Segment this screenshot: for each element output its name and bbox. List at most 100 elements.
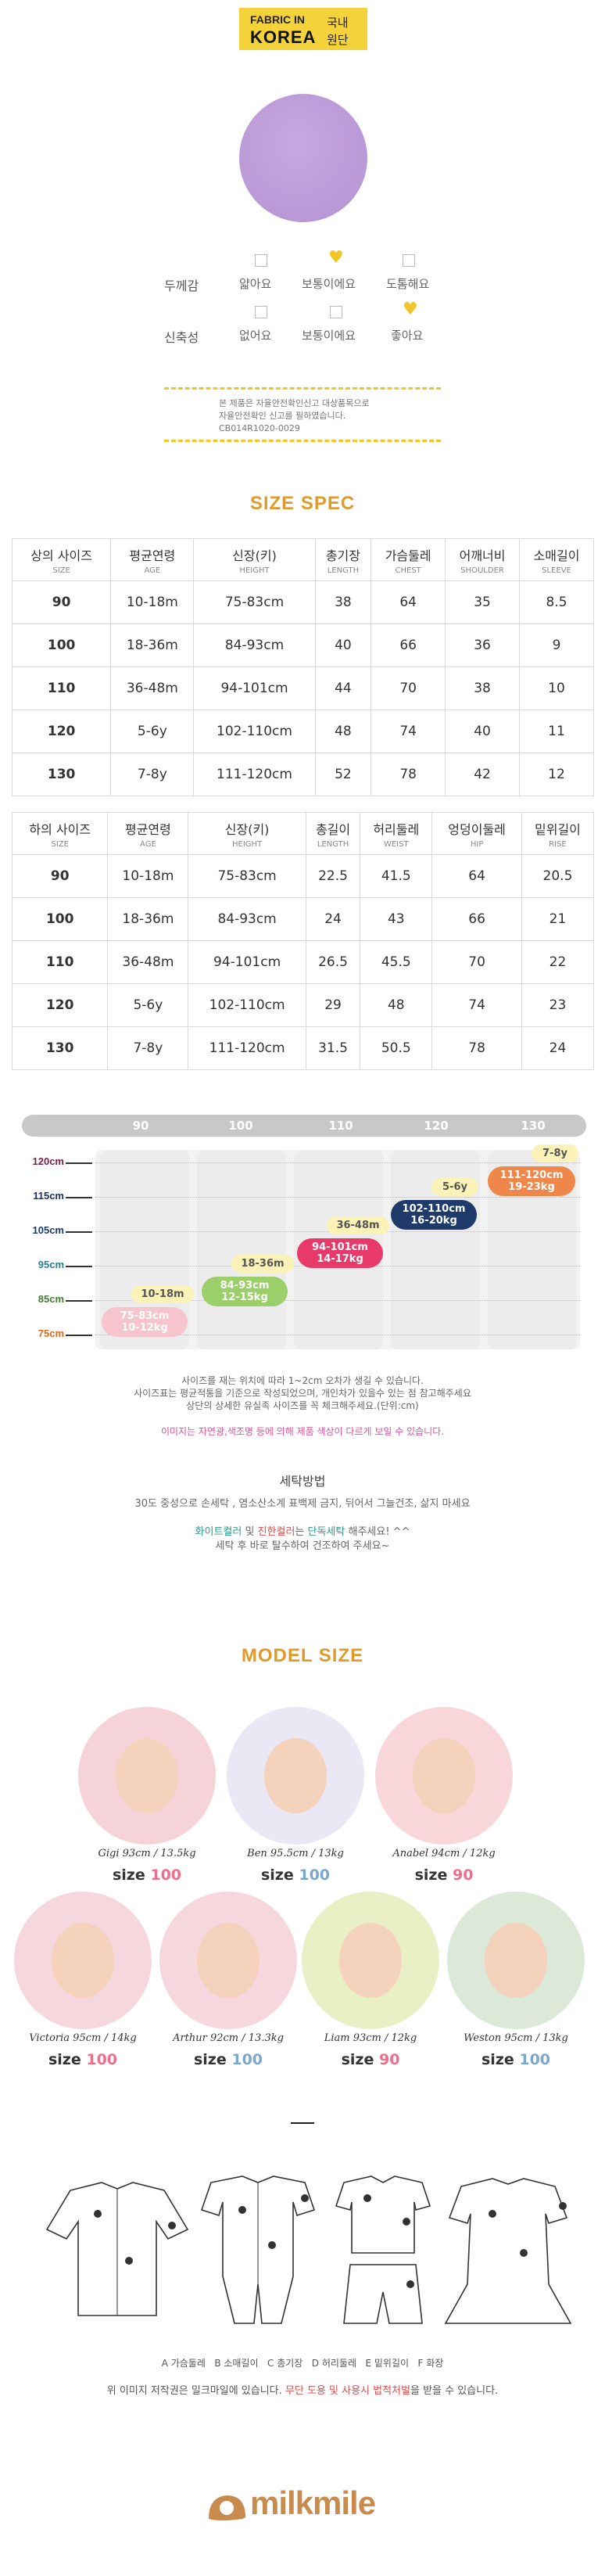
height-label-115: 115cm (33, 1190, 64, 1202)
header-cell: 신장(키) HEIGHT (193, 538, 316, 581)
pill-text: 16-20kg (410, 1215, 457, 1227)
model-name: Ben 95.5cm / 13kg (247, 1848, 344, 1859)
size-label-100: 100 (228, 1119, 253, 1133)
face-shape (52, 1923, 114, 1998)
pill-text: 5-6y (442, 1181, 467, 1193)
option-good: 좋아요 (391, 329, 424, 343)
model-photo (14, 1892, 152, 2029)
header-cell: 평균연령 AGE (107, 812, 189, 855)
size-label-130: 130 (521, 1119, 546, 1133)
size-word: size (48, 2051, 87, 2068)
table-row: 130 7-8y 111-120cm 31.5 50.5 78 24 (11, 1026, 595, 1070)
legend-item: A 가슴둘레 (161, 2358, 206, 2369)
legal-warning: 무단 도용 및 사용시 법적처벌 (285, 2385, 410, 2397)
heart-check-icon: ♥ (403, 300, 418, 319)
table-row: 100 18-36m 84-93cm 24 43 66 21 (11, 897, 595, 941)
note-line-1: 사이즈를 재는 위치에 따라 1~2cm 오차가 생길 수 있습니다. (181, 1375, 424, 1386)
header-cell: 밑위길이 RISE (521, 812, 595, 855)
model-size: size 90 (302, 2051, 439, 2068)
fabric-in-korea-badge: FABRIC IN KOREA 국내 원단 (239, 8, 367, 50)
model-name: Gigi 93cm / 13.5kg (98, 1848, 196, 1859)
stretch-label: 신축성 (164, 330, 199, 345)
option-thick: 도톰해요 (386, 277, 430, 291)
height-tick (66, 1162, 92, 1164)
size-word: size (112, 1866, 151, 1884)
chart-column (197, 1150, 286, 1349)
face-shape (197, 1923, 260, 1998)
model-size: size 100 (159, 2051, 297, 2068)
header-cell: 평균연령 AGE (110, 538, 195, 581)
size-number: 100 (86, 2051, 118, 2068)
option-normal-stretch: 보통이에요 (302, 329, 356, 343)
pill-text: 111-120cm (499, 1169, 564, 1181)
pill-text: 36-48m (336, 1220, 380, 1231)
size-label-120: 120 (424, 1119, 449, 1133)
legend-item: D 허리둘레 (311, 2358, 357, 2369)
dark-color-text: 진한컬러 (257, 1526, 295, 1538)
table-row: 120 5-6y 102-110cm 48 74 40 11 (11, 710, 594, 753)
table-row: 130 7-8y 111-120cm 52 78 42 12 (11, 753, 594, 796)
pill-130-age: 7-8y (532, 1144, 578, 1162)
white-color-text: 화이트컬러 (195, 1526, 242, 1538)
copyright-notice: 위 이미지 저작권은 밀크마일에 있습니다. 무단 도용 및 사용시 법적처벌을… (106, 2385, 499, 2397)
washing-title: 세탁방법 (279, 1474, 326, 1489)
face-shape (413, 1738, 475, 1813)
model-name: Anabel 94cm / 12kg (392, 1848, 496, 1859)
table-row: 110 36-48m 94-101cm 44 70 38 10 (11, 666, 594, 710)
wash-alone-text: 단독세탁 (307, 1526, 345, 1538)
washing-line-1: 30도 중성으로 손세탁 , 염소산소계 표백제 금지, 뒤어서 그늘건조, 삶… (134, 1498, 471, 1510)
pill-90-age: 10-18m (131, 1285, 194, 1303)
size-number: 90 (452, 1866, 474, 1884)
gridline (95, 1197, 580, 1198)
pill-90-height: 75-83cm 10-12kg (102, 1307, 188, 1337)
table-header-row: 하의 사이즈 SIZE 평균연령 AGE 신장(키) HEIGHT 총길이 LENGTH… (11, 812, 595, 855)
romper-diagram (200, 2175, 316, 2324)
model-size: size 90 (375, 1866, 513, 1884)
header-cell: 총기장 LENGTH (314, 538, 372, 581)
safety-notice: 본 제품은 자율안전확인신고 대상품목으로 자율안전확인 신고를 필하였습니다.… (219, 397, 370, 435)
face-shape (339, 1923, 402, 1998)
divider (164, 440, 441, 442)
wrap-top-diagram (45, 2182, 189, 2316)
checkbox-normal (330, 306, 342, 318)
brand-wordmark: milkmile (250, 2484, 376, 2521)
face-shape (116, 1738, 178, 1813)
size-notes: 사이즈를 재는 위치에 따라 1~2cm 오차가 생길 수 있습니다. 사이즈표… (0, 1374, 605, 1412)
pill-text: 14-17kg (317, 1253, 363, 1265)
model-photo (227, 1707, 364, 1845)
table-row: 90 10-18m 75-83cm 38 64 35 8.5 (11, 580, 594, 624)
table-row: 120 5-6y 102-110cm 29 48 74 23 (11, 983, 595, 1027)
color-note: 이미지는 자연광,색조명 등에 의해 제품 색상이 다르게 보일 수 있습니다. (160, 1426, 445, 1437)
header-cell: 하의 사이즈 SIZE (11, 812, 109, 855)
gridline (95, 1300, 580, 1301)
washing-line-3: 세탁 후 바로 탈수하여 건조하여 주세요~ (215, 1540, 390, 1552)
size-label-110: 110 (328, 1119, 353, 1133)
notice-line-1: 본 제품은 자율안전확인신고 대상품목으로 (219, 398, 370, 408)
model-size: size 100 (78, 1866, 216, 1884)
header-cell: 상의 사이즈 SIZE (11, 538, 112, 581)
height-tick (66, 1300, 92, 1302)
gridline (95, 1162, 580, 1163)
checkbox-thick (403, 254, 415, 267)
model-photo (78, 1707, 216, 1845)
size-number: 100 (519, 2051, 551, 2068)
top-and-shorts-diagram (335, 2175, 431, 2324)
legend-item: E 밑위길이 (365, 2358, 410, 2369)
model-photo (447, 1892, 585, 2029)
height-tick (66, 1197, 92, 1198)
pill-text: 94-101cm (312, 1241, 368, 1253)
measurement-diagrams (45, 2175, 572, 2324)
size-number: 100 (150, 1866, 182, 1884)
checkbox-thin (255, 254, 267, 267)
size-label-90: 90 (132, 1119, 149, 1133)
badge-line-2: KOREA (250, 27, 317, 47)
heart-check-icon: ♥ (328, 248, 344, 268)
height-label-75: 75cm (38, 1328, 64, 1339)
table-row: 100 18-36m 84-93cm 40 66 36 9 (11, 623, 594, 667)
notice-line-2: 자율안전확인 신고를 필하였습니다. (219, 411, 346, 421)
pill-text: 19-23kg (508, 1181, 555, 1193)
washing-line-2: 화이트컬러 및 진한컬러는 단독세탁 해주세요! ^^ (195, 1526, 410, 1538)
badge-right-1: 국내 (327, 16, 349, 30)
model-name: Liam 93cm / 12kg (324, 2032, 417, 2044)
model-name: Arthur 92cm / 13.3kg (173, 2032, 284, 2044)
